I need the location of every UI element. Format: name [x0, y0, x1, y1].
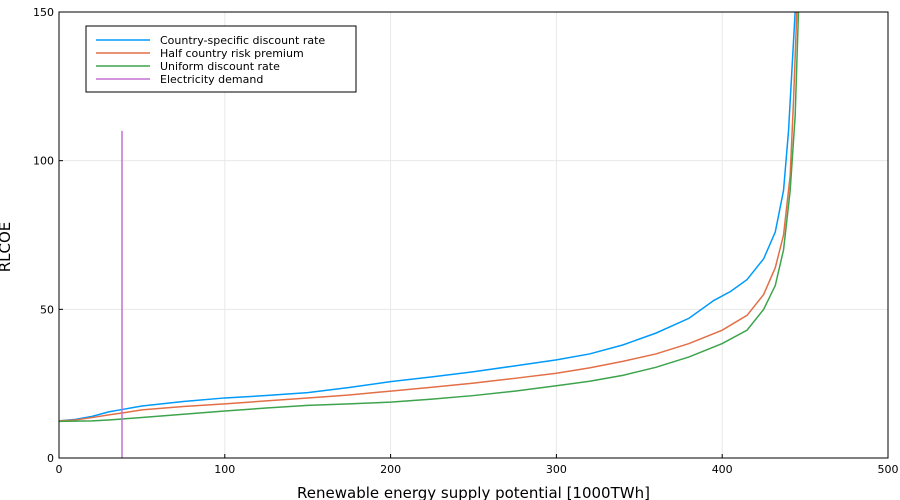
- legend-box: [85, 25, 357, 93]
- x-tick-label: 200: [380, 463, 401, 476]
- series-line-0: [59, 12, 796, 422]
- series-line-2: [59, 12, 800, 423]
- legend-label-3: Electricity demand: [160, 73, 263, 86]
- x-tick-label: 0: [56, 463, 63, 476]
- x-tick-label: 400: [712, 463, 733, 476]
- x-axis-label: Renewable energy supply potential [1000T…: [297, 484, 650, 500]
- x-ticks: 0 100 200 300 400 500: [56, 454, 899, 476]
- y-tick-label: 150: [33, 6, 54, 19]
- y-ticks: 0 50 100 150: [33, 6, 63, 465]
- series-line-1: [59, 12, 798, 422]
- plot-frame: [58, 11, 889, 459]
- y-tick-label: 50: [40, 303, 54, 316]
- legend-label-0: Country-specific discount rate: [160, 34, 325, 47]
- y-tick-label: 0: [47, 452, 54, 465]
- x-tick-label: 100: [214, 463, 235, 476]
- legend-label-2: Uniform discount rate: [160, 60, 280, 73]
- x-tick-label: 300: [546, 463, 567, 476]
- y-axis-label: RLCOE: [0, 222, 14, 273]
- x-tick-label: 500: [878, 463, 899, 476]
- legend-label-1: Half country risk premium: [160, 47, 304, 60]
- y-tick-label: 100: [33, 155, 54, 168]
- data-lines: [59, 12, 800, 458]
